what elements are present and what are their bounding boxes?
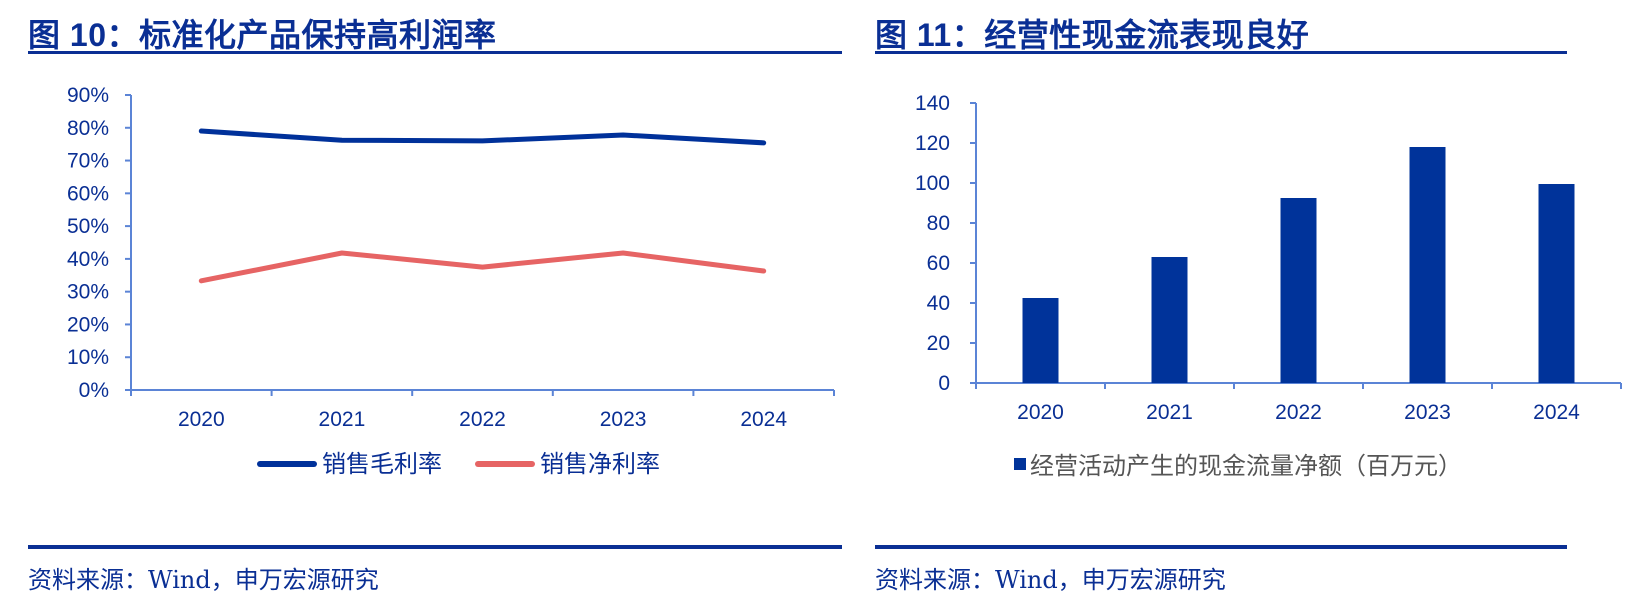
y-tick-label: 80% [67, 117, 109, 140]
y-tick-label: 40 [927, 292, 950, 315]
bar-2020 [1022, 298, 1059, 383]
x-tick-label: 2020 [1017, 401, 1064, 424]
net-margin-line [198, 250, 767, 284]
y-tick-label: 40% [67, 248, 109, 271]
x-tick-label: 2021 [319, 408, 366, 431]
source-note: 资料来源：Wind，申万宏源研究 [875, 566, 1226, 594]
title-divider [875, 51, 1567, 54]
source-note: 资料来源：Wind，申万宏源研究 [28, 566, 379, 594]
profit-margin-line-chart: 0%10%20%30%40%50%60%70%80%90% 2020 2021 20… [67, 84, 835, 478]
y-tick-label: 80 [927, 212, 950, 235]
chart-legend: 经营活动产生的现金流量净额（百万元） [1014, 452, 1462, 480]
title-divider [28, 51, 842, 54]
y-tick-label: 0% [79, 379, 109, 402]
bar-2024 [1538, 184, 1575, 383]
x-tick-label: 2023 [1404, 401, 1451, 424]
y-tick-label: 140 [915, 92, 950, 115]
bar-2023 [1409, 147, 1446, 383]
legend-swatch-cash-flow [1014, 458, 1026, 470]
y-tick-label: 60 [927, 252, 950, 275]
x-tick-label: 2024 [1533, 401, 1580, 424]
y-tick-label: 20 [927, 332, 950, 355]
x-axis-tick-labels: 2020 2021 2022 2023 2024 [1017, 401, 1580, 424]
bar-2021 [1151, 257, 1188, 383]
x-tick-label: 2023 [600, 408, 647, 431]
y-tick-label: 10% [67, 346, 109, 369]
x-tick-label: 2022 [1275, 401, 1322, 424]
y-tick-label: 50% [67, 215, 109, 238]
bar-series [1022, 147, 1575, 383]
x-axis-tick-labels: 2020 2021 2022 2023 2024 [178, 408, 787, 431]
x-tick-label: 2021 [1146, 401, 1193, 424]
figure-11-title: 图 11：经营性现金流表现良好 [875, 17, 1310, 53]
y-tick-label: 100 [915, 172, 950, 195]
legend-label: 销售毛利率 [322, 450, 442, 478]
gross-margin-line [198, 128, 767, 146]
y-tick-label: 70% [67, 150, 109, 173]
y-tick-label: 60% [67, 182, 109, 205]
x-tick-label: 2020 [178, 408, 225, 431]
chart-axes [125, 94, 835, 396]
y-axis-tick-labels: 0% 10% 20% 30% 40% 50% 60% 70% 80% 90% [67, 84, 109, 402]
bar-2022 [1280, 198, 1317, 383]
chart-legend: 销售毛利率 销售净利率 [257, 450, 660, 478]
y-tick-label: 0 [938, 372, 950, 395]
y-tick-label: 20% [67, 313, 109, 336]
y-tick-label: 120 [915, 132, 950, 155]
legend-label: 经营活动产生的现金流量净额（百万元） [1030, 452, 1462, 480]
x-tick-label: 2022 [459, 408, 506, 431]
line-series [198, 128, 767, 284]
x-tick-label: 2024 [740, 408, 787, 431]
bottom-divider [875, 545, 1567, 549]
figure-10-title: 图 10：标准化产品保持高利润率 [28, 17, 497, 53]
y-tick-label: 90% [67, 84, 109, 107]
y-axis-tick-labels: 0 20 40 60 80 100 120 140 [915, 92, 950, 395]
bottom-divider [28, 545, 842, 549]
legend-label: 销售净利率 [540, 450, 660, 478]
y-tick-label: 30% [67, 281, 109, 304]
